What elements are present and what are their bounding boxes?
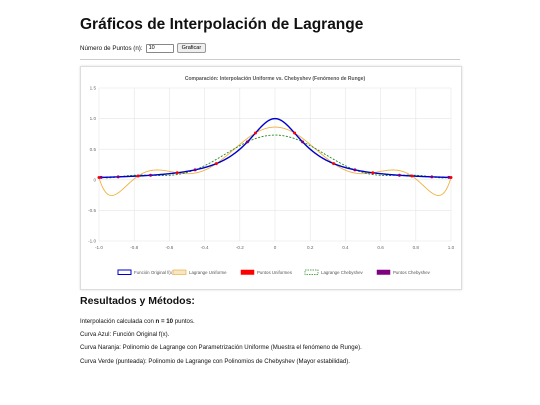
result-line-suffix: puntos. (173, 318, 195, 325)
x-tick-label: 0.4 (342, 245, 349, 250)
uniform-point (136, 174, 140, 178)
legend-swatch (172, 269, 187, 275)
x-tick-label: 1.0 (448, 245, 455, 250)
result-line-orange: Curva Naranja: Polinomio de Lagrange con… (80, 344, 362, 351)
y-tick-label: 1.5 (90, 86, 97, 91)
y-tick-label: 0.5 (90, 147, 97, 152)
chebyshev-point (193, 168, 197, 172)
chebyshev-point (149, 173, 153, 177)
uniform-point (332, 162, 336, 166)
uniform-point (253, 131, 257, 135)
legend-label: Puntos Uniformes (257, 270, 293, 275)
x-tick-label: -0.8 (130, 245, 138, 250)
chart-title: Comparación: Interpolación Uniforme vs. … (185, 76, 366, 82)
uniform-point (293, 131, 297, 135)
legend-swatch (304, 269, 319, 275)
uniform-lagrange-line (99, 126, 451, 196)
legend-swatch (117, 269, 132, 275)
divider (80, 59, 460, 60)
legend-swatch (240, 269, 255, 275)
uniform-point (175, 171, 179, 175)
legend-label: Lagrange Chebyshev (321, 270, 364, 275)
chart-container: Comparación: Interpolación Uniforme vs. … (80, 66, 462, 290)
lagrange-chart: Comparación: Interpolación Uniforme vs. … (88, 76, 455, 275)
legend-label: Función Original f(x) (134, 270, 174, 275)
chebyshev-point (301, 140, 305, 144)
chebyshev-point (353, 168, 357, 172)
chebyshev-point (116, 175, 120, 179)
controls-row: Número de Puntos (n): Graficar (80, 43, 207, 53)
y-tick-label: -1.0 (88, 239, 96, 244)
chebyshev-point (447, 175, 451, 179)
y-tick-label: 1.0 (90, 116, 97, 121)
uniform-point (371, 171, 375, 175)
page-title: Gráficos de Interpolación de Lagrange (80, 16, 364, 33)
x-tick-label: -0.2 (236, 245, 244, 250)
uniform-point (97, 175, 101, 179)
chebyshev-point (397, 173, 401, 177)
x-tick-label: -0.6 (165, 245, 173, 250)
result-line-points: Interpolación calculada con n = 10 punto… (80, 318, 195, 325)
uniform-point (410, 174, 414, 178)
result-line-prefix: Interpolación calculada con (80, 318, 156, 325)
x-tick-label: 0 (274, 245, 277, 250)
x-tick-label: 0.6 (377, 245, 384, 250)
legend-swatch (376, 269, 391, 275)
original-function-line (99, 117, 451, 179)
uniform-point (214, 162, 218, 166)
points-input[interactable] (145, 43, 174, 53)
x-tick-label: -0.4 (201, 245, 209, 250)
results-heading: Resultados y Métodos: (80, 295, 195, 307)
legend-label: Puntos Chebyshev (393, 270, 431, 275)
x-tick-label: 0.8 (413, 245, 420, 250)
legend-label: Lagrange Uniforme (189, 270, 227, 275)
result-line-blue: Curva Azul: Función Original f(x). (80, 331, 170, 338)
result-n-value: n = 10 (155, 318, 173, 325)
points-label: Número de Puntos (n): (80, 44, 143, 52)
y-tick-label: 0 (93, 177, 96, 182)
y-tick-label: -0.5 (88, 208, 96, 213)
chebyshev-point (99, 175, 103, 179)
x-tick-label: -1.0 (95, 245, 103, 250)
chebyshev-point (245, 140, 249, 144)
plot-button[interactable]: Graficar (176, 43, 207, 53)
chebyshev-point (430, 175, 434, 179)
x-tick-label: 0.2 (307, 245, 314, 250)
result-line-green: Curva Verde (punteada): Polinomio de Lag… (80, 358, 350, 365)
uniform-point (449, 175, 453, 179)
